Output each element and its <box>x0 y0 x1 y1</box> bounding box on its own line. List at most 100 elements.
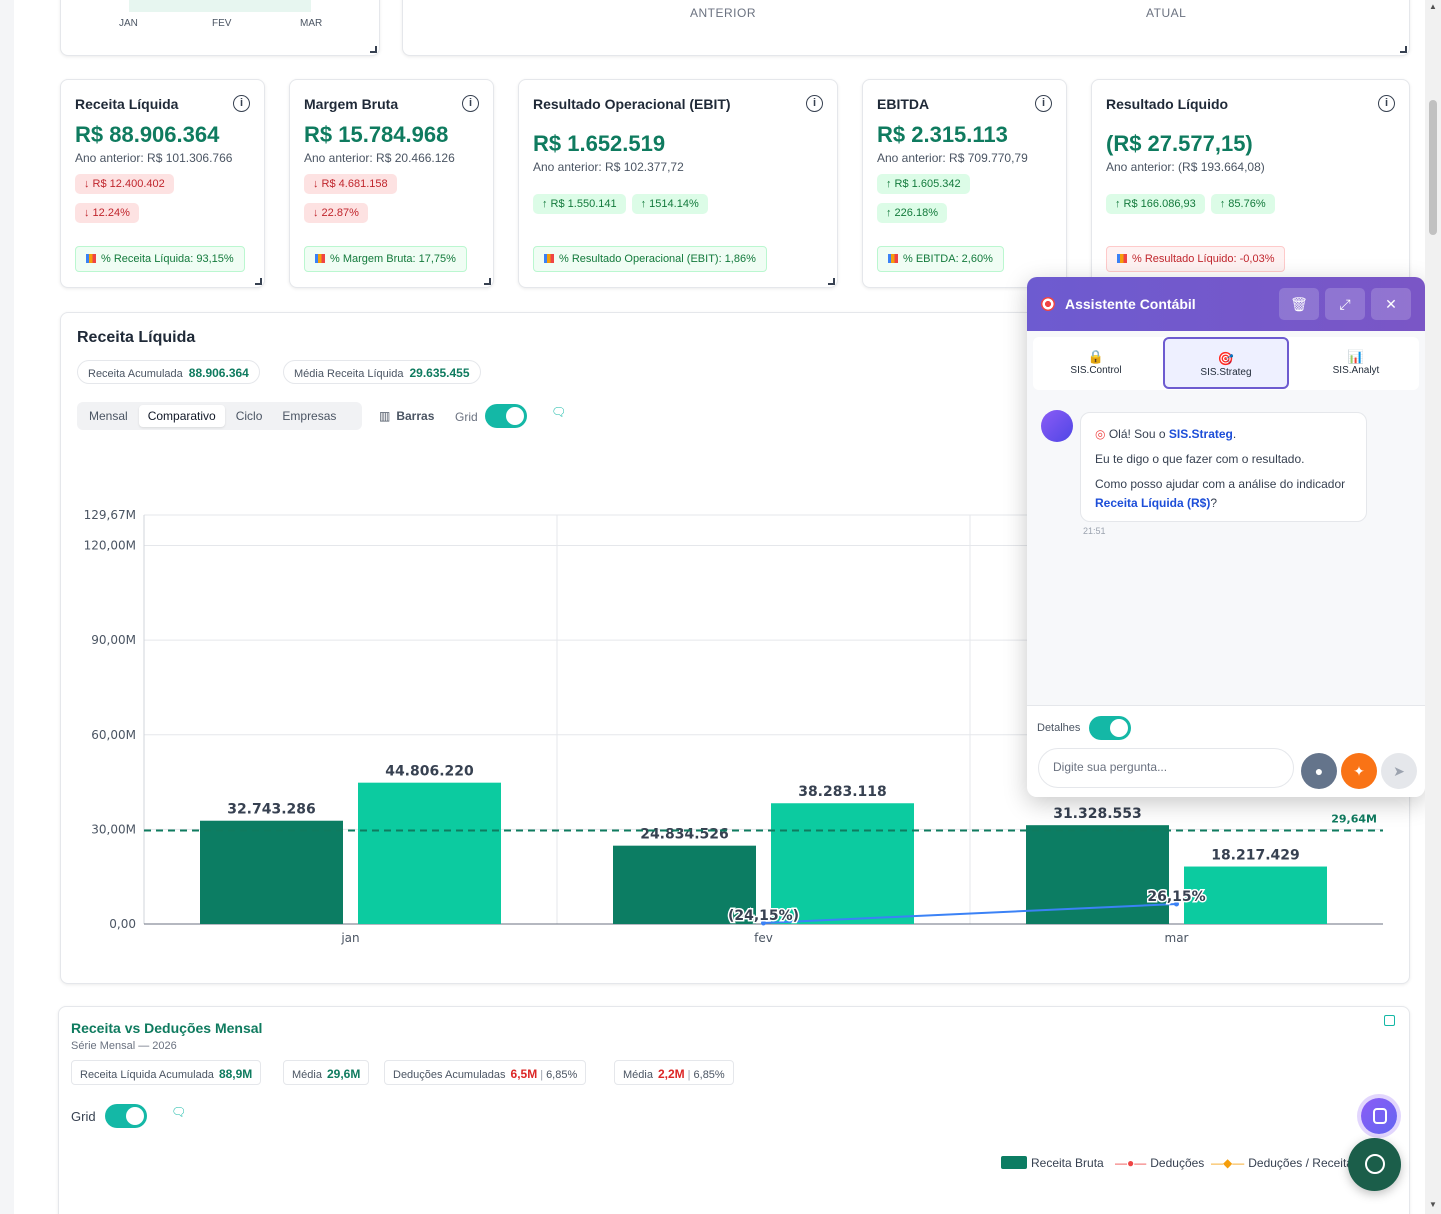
chat-icon[interactable]: 🗨 <box>171 1105 187 1119</box>
kpi-value: R$ 1.652.519 <box>533 131 666 156</box>
mode-tab-ciclo[interactable]: Ciclo <box>235 409 263 423</box>
legend-item[interactable]: Receita Bruta <box>1001 1156 1104 1170</box>
resize-handle[interactable] <box>1400 46 1407 53</box>
info-icon[interactable]: i <box>1378 95 1395 112</box>
summary-pill: Deduções Acumuladas 6,5M | 6,85% <box>384 1060 587 1085</box>
assistant-panel: Assistente Contábil 🗑 ⤢ ✕ 🔒 SIS.Control 🎯… <box>1027 277 1425 797</box>
bar-value-label: 38.283.118 <box>798 784 887 800</box>
expand-icon[interactable] <box>1384 1015 1395 1026</box>
mode-tab-empresas[interactable]: Empresas <box>282 409 337 423</box>
lock-icon: 🔒 <box>1087 349 1105 364</box>
bar-chart-icon <box>86 254 96 263</box>
info-icon[interactable]: i <box>233 95 250 112</box>
info-icon[interactable]: i <box>806 95 823 112</box>
accumulated-revenue-pill: Receita Acumulada 88.906.364 <box>77 360 260 384</box>
page-scrollbar[interactable]: ▲ ▼ <box>1425 0 1441 1214</box>
kpi-title: EBITDA <box>877 96 930 112</box>
kpi-delta-chip: ↑ R$ 1.550.141 <box>533 194 626 214</box>
y-tick-label: 60,00M <box>91 728 136 742</box>
growth-label: 26,15% <box>1147 889 1205 905</box>
kpi-percent-badge: % Margem Bruta: 17,75% <box>304 246 467 272</box>
target-icon: 🎯 <box>1217 351 1235 366</box>
mini-chart-bar <box>129 0 311 12</box>
assistant-avatar-button[interactable] <box>1361 1098 1397 1134</box>
bar-chart-icon <box>544 254 554 263</box>
kpi-delta-chip: ↓ R$ 12.400.402 <box>75 174 174 194</box>
kpi-title: Receita Líquida <box>75 96 179 112</box>
tab-sis-analyt[interactable]: 📊 SIS.Analyt <box>1293 337 1419 389</box>
kpi-card-resultado-liquido: Resultado Líquido i (R$ 27.577,15) Ano a… <box>1091 79 1410 288</box>
grid-toggle-label: Grid <box>455 410 478 424</box>
bar-chart-icon: ▥ <box>379 409 391 423</box>
kpi-title: Resultado Operacional (EBIT) <box>533 96 731 112</box>
mode-tab-comparativo[interactable]: Comparativo <box>138 405 225 427</box>
y-tick-label: 90,00M <box>91 633 136 647</box>
kpi-previous-year: Ano anterior: R$ 102.377,72 <box>533 160 684 174</box>
grid-toggle[interactable] <box>105 1104 147 1128</box>
lightbulb-icon[interactable]: ✦ <box>1341 753 1377 789</box>
tab-sis-control[interactable]: 🔒 SIS.Control <box>1033 337 1159 389</box>
bot-avatar <box>1041 410 1073 442</box>
grid-toggle[interactable] <box>485 404 527 428</box>
kpi-delta-chip: ↑ 226.18% <box>877 203 947 223</box>
legend-item[interactable]: —◆— Deduções / Receita <box>1211 1156 1353 1170</box>
info-icon[interactable]: i <box>1035 95 1052 112</box>
kpi-value: R$ 2.315.113 <box>877 122 1008 147</box>
bar-value-label: 44.806.220 <box>385 764 474 780</box>
dashboard-page: JAN FEV MAR ANTERIOR ATUAL Receita Líqui… <box>14 0 1425 1214</box>
summary-pill: Média 2,2M | 6,85% <box>614 1060 734 1085</box>
chat-launcher-button[interactable] <box>1348 1138 1401 1191</box>
message-line: Eu te digo o que fazer com o resultado. <box>1095 452 1305 466</box>
info-icon[interactable]: i <box>462 95 479 112</box>
x-tick-label: jan <box>340 931 359 945</box>
chat-icon[interactable]: 🗨 <box>551 405 567 419</box>
details-label: Detalhes <box>1037 722 1081 734</box>
close-icon[interactable]: ✕ <box>1371 288 1411 320</box>
kpi-percent-badge: % Resultado Líquido: -0,03% <box>1106 246 1286 272</box>
microphone-icon[interactable]: ● <box>1301 753 1337 789</box>
y-tick-label: 30,00M <box>91 822 136 836</box>
period-label-current: ATUAL <box>1146 6 1187 20</box>
resize-handle[interactable] <box>484 278 491 285</box>
chart-type-button[interactable]: ▥ Barras <box>379 409 435 423</box>
tab-sis-strateg[interactable]: 🎯 SIS.Strateg <box>1163 337 1289 389</box>
scrollbar-thumb[interactable] <box>1429 100 1437 235</box>
trash-icon[interactable]: 🗑 <box>1279 288 1319 320</box>
assistant-header: Assistente Contábil 🗑 ⤢ ✕ <box>1027 277 1425 331</box>
chart-bar <box>200 820 343 924</box>
bar-chart-icon <box>1117 254 1127 263</box>
mini-month-label: FEV <box>212 18 232 29</box>
scroll-down-arrow[interactable]: ▼ <box>1429 1200 1437 1209</box>
kpi-delta-chip: ↑ 1514.14% <box>631 194 708 214</box>
expand-icon[interactable]: ⤢ <box>1325 288 1365 320</box>
y-tick-label: 0,00 <box>109 917 136 931</box>
kpi-value: R$ 88.906.364 <box>75 122 220 147</box>
kpi-delta-chip: ↑ R$ 166.086,93 <box>1106 194 1205 214</box>
resize-handle[interactable] <box>828 278 835 285</box>
scroll-up-arrow[interactable]: ▲ <box>1429 2 1437 11</box>
send-icon[interactable]: ➤ <box>1381 753 1417 789</box>
comparison-card: ANTERIOR ATUAL <box>402 0 1410 56</box>
summary-pill: Média 29,6M <box>283 1060 370 1085</box>
summary-pill: Receita Líquida Acumulada 88,9M <box>71 1060 262 1085</box>
growth-label: (24,15%) <box>728 908 799 924</box>
question-input[interactable]: Digite sua pergunta... <box>1038 748 1294 788</box>
chart-bar <box>771 803 914 924</box>
bar-value-label: 18.217.429 <box>1211 848 1300 864</box>
kpi-delta-chip: ↑ 85.76% <box>1210 194 1275 214</box>
legend-item[interactable]: —●— Deduções <box>1115 1156 1205 1170</box>
mode-tab-mensal[interactable]: Mensal <box>89 409 128 423</box>
resize-handle[interactable] <box>370 46 377 53</box>
kpi-delta-chip: ↓ 22.87% <box>304 203 368 223</box>
chart-card-title: Receita Líquida <box>77 329 196 346</box>
target-icon: ◎ <box>1095 427 1109 441</box>
kpi-delta-chip: ↓ R$ 4.681.158 <box>304 174 397 194</box>
growth-point <box>1174 901 1179 907</box>
kpi-card-ebitda: EBITDA i R$ 2.315.113 Ano anterior: R$ 7… <box>862 79 1067 288</box>
y-tick-label: 129,67M <box>84 508 136 522</box>
kpi-previous-year: Ano anterior: R$ 20.466.126 <box>304 151 455 165</box>
x-tick-label: fev <box>754 931 773 945</box>
details-toggle[interactable] <box>1089 716 1131 740</box>
resize-handle[interactable] <box>255 278 262 285</box>
bar-value-label: 24.834.526 <box>640 827 729 843</box>
